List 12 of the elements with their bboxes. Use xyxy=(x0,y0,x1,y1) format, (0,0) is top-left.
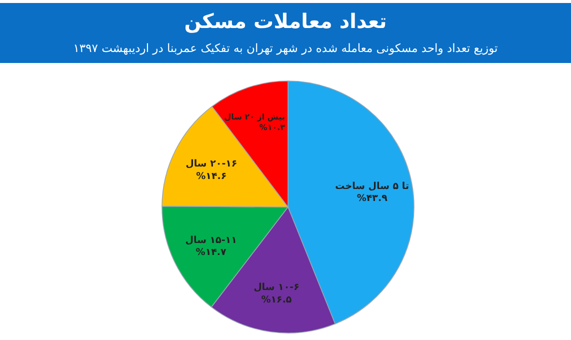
data-label: %۱۶.۵ xyxy=(261,294,292,306)
data-label: %۱۴.۷ xyxy=(196,247,227,258)
slice-label: تا ۵ سال ساخت xyxy=(335,180,410,192)
data-label: %۱۰.۳ xyxy=(259,122,286,132)
slice-label: بیش از ۲۰ سال xyxy=(224,112,285,122)
slice-label: ۲۰-۱۶ سال xyxy=(186,158,238,170)
chart-subtitle: توزیع تعداد واحد مسکونی معامله شده در شهر تهران به تفکیک عمربنا در اردیبهشت ۱۳۹۷ xyxy=(73,41,498,55)
chart-title: تعداد معاملات مسکن xyxy=(184,9,387,33)
data-label: %۴۳.۹ xyxy=(356,193,388,204)
slice-label: ۱۵-۱۱ سال xyxy=(185,234,237,246)
slice-label: ۱۰-۶ سال xyxy=(254,282,300,293)
data-label: %۱۴.۶ xyxy=(196,171,227,182)
